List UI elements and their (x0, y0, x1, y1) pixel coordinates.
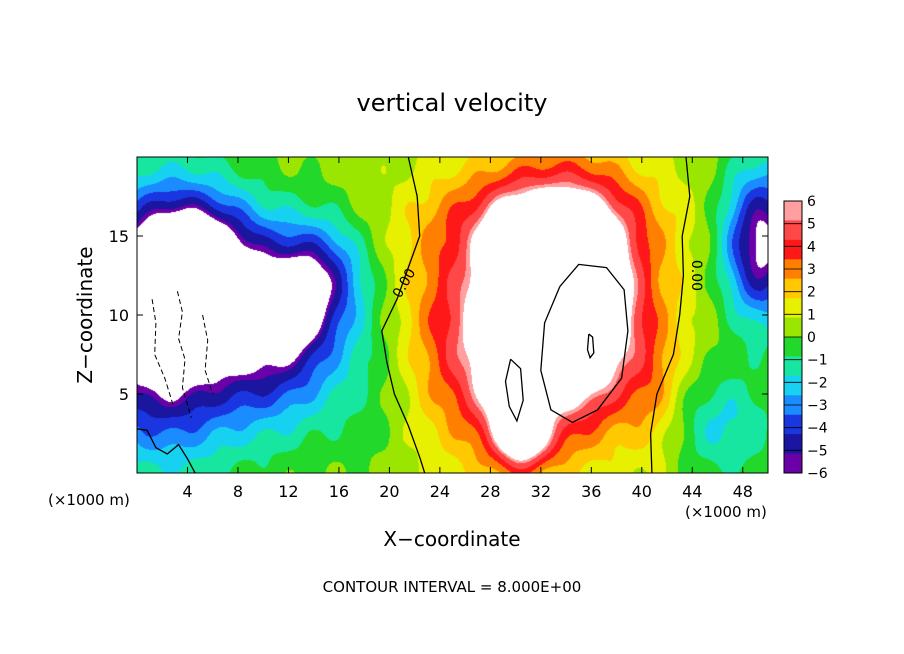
zero-contour-line (504, 358, 524, 423)
colorbar-label: 1 (807, 307, 816, 323)
y-tick-label: 10 (109, 306, 129, 325)
colorbar-label: −4 (807, 421, 828, 437)
x-tick-label: 20 (379, 482, 399, 501)
colorbar-swatch (784, 434, 802, 455)
colorbar-label: −2 (807, 375, 828, 391)
y-tick-label: 15 (109, 227, 129, 246)
negative-contour-line (202, 314, 214, 395)
contour-lines (136, 156, 691, 474)
x-tick-label: 4 (182, 482, 192, 501)
colorbar-swatch (784, 278, 802, 299)
colorbar: 6 5 4 3 2 1 0 −1 −2 −3 −4 −5 −6 (783, 194, 828, 482)
colorbar-swatch (784, 356, 802, 377)
plot-area: 0.00 0.00 (136, 156, 769, 474)
colorbar-label: −1 (807, 353, 828, 369)
y-axis-ticks: 5 10 15 (109, 227, 768, 404)
zero-contour-line (586, 333, 595, 360)
x-tick-label: 28 (480, 482, 500, 501)
x-tick-label: 12 (278, 482, 298, 501)
contour-label: 0.00 (688, 260, 704, 291)
colorbar-label: −3 (807, 398, 828, 414)
colorbar-label: −6 (807, 466, 828, 482)
colorbar-label: 4 (807, 239, 816, 255)
colorbar-label: 3 (807, 262, 816, 278)
x-tick-label: 40 (632, 482, 652, 501)
colorbar-swatch (784, 375, 802, 396)
x-unit-right: (×1000 m) (685, 503, 767, 521)
y-axis-label: Z−coordinate (73, 246, 97, 383)
x-tick-label: 44 (682, 482, 702, 501)
x-tick-label: 48 (733, 482, 753, 501)
x-tick-label: 24 (430, 482, 450, 501)
zero-contour-line (381, 156, 426, 474)
colorbar-label: 6 (807, 194, 816, 210)
colorbar-swatch (784, 317, 802, 338)
chart-title: vertical velocity (357, 89, 548, 117)
colorbar-swatch (784, 337, 802, 357)
negative-contour-line (151, 299, 175, 407)
contour-interval-note: CONTOUR INTERVAL = 8.000E+00 (323, 578, 582, 596)
x-tick-label: 36 (581, 482, 601, 501)
colorbar-swatch (784, 298, 802, 319)
colorbar-label: 2 (807, 285, 816, 301)
x-axis-ticks: 4 8 12 16 20 24 28 32 36 40 44 48 (182, 157, 753, 501)
negative-contour-line (176, 291, 192, 418)
colorbar-label: 0 (807, 330, 816, 346)
zero-contour-line (540, 263, 629, 424)
y-tick-label: 5 (119, 385, 129, 404)
colorbar-label: −5 (807, 443, 828, 459)
colorbar-swatch (784, 239, 802, 260)
zero-contour-line (649, 156, 691, 474)
zero-contour-line (136, 428, 196, 474)
colorbar-label: 5 (807, 217, 816, 233)
x-tick-label: 16 (329, 482, 349, 501)
x-tick-label: 8 (233, 482, 243, 501)
colorbar-swatch (784, 414, 802, 435)
colorbar-swatch (784, 220, 802, 241)
colorbar-swatch (784, 453, 802, 474)
x-axis-label: X−coordinate (383, 527, 520, 551)
heatmap-field (137, 157, 768, 473)
x-unit-left: (×1000 m) (48, 491, 130, 509)
colorbar-swatch (784, 201, 802, 221)
x-tick-label: 32 (531, 482, 551, 501)
